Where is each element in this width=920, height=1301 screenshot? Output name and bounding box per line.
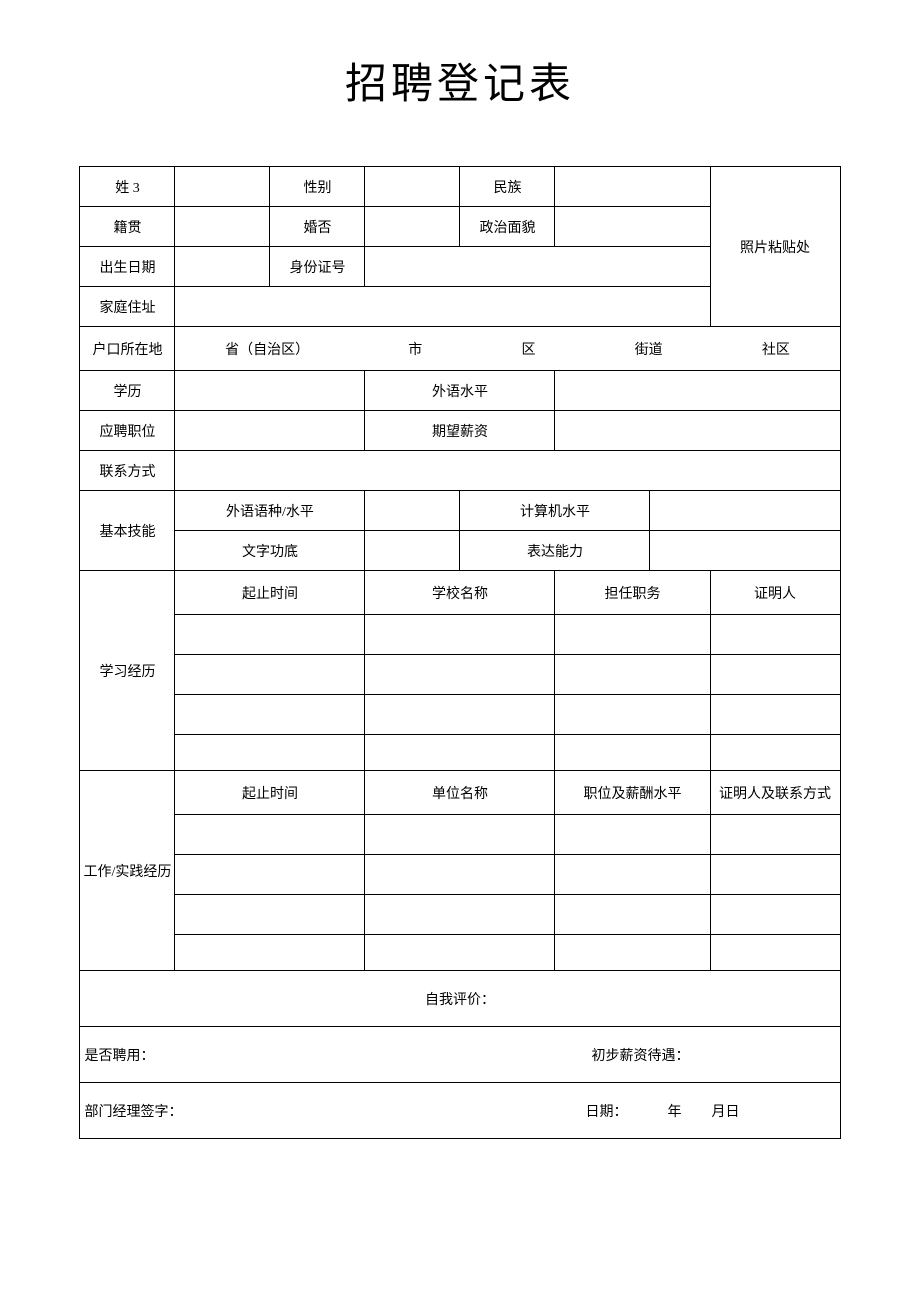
work-pos-4[interactable] — [555, 935, 710, 971]
label-foreign-lang: 外语水平 — [365, 371, 555, 411]
label-political: 政治面貌 — [460, 207, 555, 247]
study-period-4[interactable] — [175, 735, 365, 771]
work-company-3[interactable] — [365, 895, 555, 935]
label-native-place: 籍贯 — [80, 207, 175, 247]
field-education[interactable] — [175, 371, 365, 411]
study-school-4[interactable] — [365, 735, 555, 771]
label-mgr-sign: 部门经理签字： — [80, 1101, 182, 1121]
label-self-eval[interactable]: 自我评价： — [80, 971, 840, 1027]
work-period-1[interactable] — [175, 815, 365, 855]
label-position-salary: 职位及薪酬水平 — [555, 771, 710, 815]
label-lang-level: 外语语种/水平 — [175, 491, 365, 531]
field-foreign-lang[interactable] — [555, 371, 840, 411]
field-computer[interactable] — [650, 491, 840, 531]
field-id[interactable] — [365, 247, 710, 287]
work-pos-2[interactable] — [555, 855, 710, 895]
field-ethnicity[interactable] — [555, 167, 710, 207]
label-address: 家庭住址 — [80, 287, 175, 327]
work-ref-1[interactable] — [710, 815, 840, 855]
study-period-1[interactable] — [175, 615, 365, 655]
label-education: 学历 — [80, 371, 175, 411]
label-study-period: 起止时间 — [175, 571, 365, 615]
work-company-2[interactable] — [365, 855, 555, 895]
work-company-1[interactable] — [365, 815, 555, 855]
work-ref-3[interactable] — [710, 895, 840, 935]
label-work-period: 起止时间 — [175, 771, 365, 815]
study-school-3[interactable] — [365, 695, 555, 735]
label-birth: 出生日期 — [80, 247, 175, 287]
registration-form: 姓 3 性别 民族 照片粘贴处 籍贯 婚否 政治面貌 出生日期 身份证号 家庭住… — [79, 166, 840, 1139]
label-writing: 文字功底 — [175, 531, 365, 571]
study-period-3[interactable] — [175, 695, 365, 735]
label-salary: 期望薪资 — [365, 411, 555, 451]
label-expression: 表达能力 — [460, 531, 650, 571]
label-contact: 联系方式 — [80, 451, 175, 491]
study-ref-3[interactable] — [710, 695, 840, 735]
field-salary[interactable] — [555, 411, 840, 451]
study-period-2[interactable] — [175, 655, 365, 695]
row-hired[interactable]: 是否聘用： 初步薪资待遇： — [80, 1027, 840, 1083]
label-province: 省（自治区） — [225, 339, 309, 359]
field-position[interactable] — [175, 411, 365, 451]
work-ref-2[interactable] — [710, 855, 840, 895]
label-district: 区 — [521, 339, 535, 359]
field-address[interactable] — [175, 287, 710, 327]
field-expression[interactable] — [650, 531, 840, 571]
label-study: 学习经历 — [80, 571, 175, 771]
field-marital[interactable] — [365, 207, 460, 247]
label-marital: 婚否 — [270, 207, 365, 247]
study-ref-1[interactable] — [710, 615, 840, 655]
work-pos-1[interactable] — [555, 815, 710, 855]
label-skills: 基本技能 — [80, 491, 175, 571]
work-company-4[interactable] — [365, 935, 555, 971]
study-school-1[interactable] — [365, 615, 555, 655]
field-birth[interactable] — [175, 247, 270, 287]
field-contact[interactable] — [175, 451, 840, 491]
study-role-3[interactable] — [555, 695, 710, 735]
study-ref-4[interactable] — [710, 735, 840, 771]
label-date: 日期： — [586, 1101, 628, 1121]
label-gender: 性别 — [270, 167, 365, 207]
study-role-1[interactable] — [555, 615, 710, 655]
form-title: 招聘登记表 — [0, 50, 920, 111]
work-period-4[interactable] — [175, 935, 365, 971]
work-period-2[interactable] — [175, 855, 365, 895]
label-school: 学校名称 — [365, 571, 555, 615]
label-ethnicity: 民族 — [460, 167, 555, 207]
label-init-salary: 初步薪资待遇： — [592, 1045, 690, 1065]
field-hukou[interactable]: 省（自治区） 市 区 街道 社区 — [175, 327, 840, 371]
field-native-place[interactable] — [175, 207, 270, 247]
label-role: 担任职务 — [555, 571, 710, 615]
work-pos-3[interactable] — [555, 895, 710, 935]
field-lang-level[interactable] — [365, 491, 460, 531]
label-monthday: 月日 — [712, 1101, 740, 1121]
field-political[interactable] — [555, 207, 710, 247]
label-community: 社区 — [762, 339, 790, 359]
label-computer: 计算机水平 — [460, 491, 650, 531]
label-hired: 是否聘用： — [80, 1045, 154, 1065]
label-year: 年 — [668, 1101, 682, 1121]
field-name[interactable] — [175, 167, 270, 207]
study-role-2[interactable] — [555, 655, 710, 695]
label-position: 应聘职位 — [80, 411, 175, 451]
label-id: 身份证号 — [270, 247, 365, 287]
study-role-4[interactable] — [555, 735, 710, 771]
label-city: 市 — [408, 339, 422, 359]
label-street: 街道 — [635, 339, 663, 359]
label-name: 姓 3 — [80, 167, 175, 207]
label-hukou: 户口所在地 — [80, 327, 175, 371]
study-ref-2[interactable] — [710, 655, 840, 695]
label-ref-contact: 证明人及联系方式 — [710, 771, 840, 815]
label-reference: 证明人 — [710, 571, 840, 615]
work-period-3[interactable] — [175, 895, 365, 935]
label-work: 工作/实践经历 — [80, 771, 175, 971]
field-gender[interactable] — [365, 167, 460, 207]
row-signature[interactable]: 部门经理签字： 日期： 年 月日 — [80, 1083, 840, 1139]
photo-area: 照片粘贴处 — [710, 167, 840, 327]
work-ref-4[interactable] — [710, 935, 840, 971]
study-school-2[interactable] — [365, 655, 555, 695]
field-writing[interactable] — [365, 531, 460, 571]
label-company: 单位名称 — [365, 771, 555, 815]
